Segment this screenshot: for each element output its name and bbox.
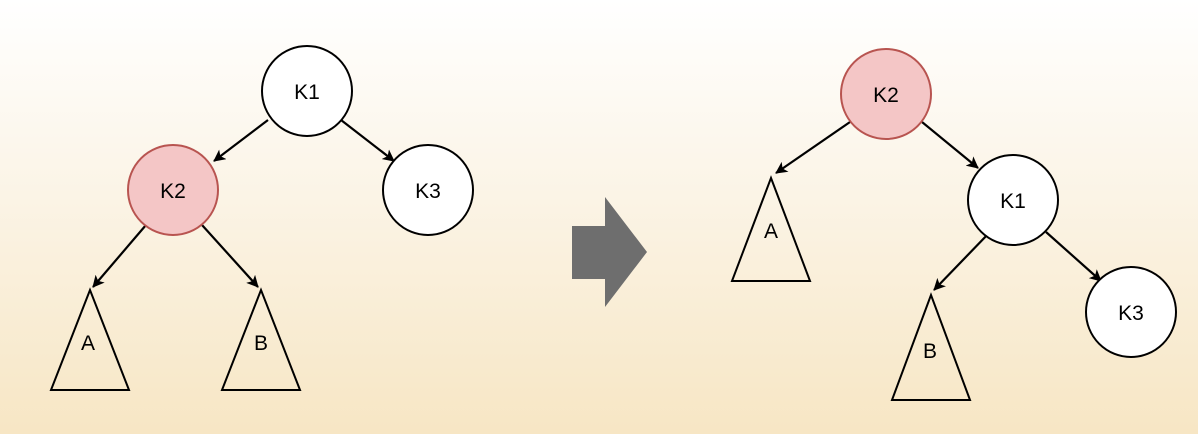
before-node-k3: K3 bbox=[382, 144, 474, 236]
after-edge-k2-k1 bbox=[921, 121, 979, 169]
before-node-k3-label: K3 bbox=[415, 180, 441, 203]
after-edge-k2-a bbox=[775, 121, 851, 174]
before-node-k1: K1 bbox=[261, 45, 353, 137]
after-node-k1: K1 bbox=[967, 154, 1059, 246]
after-node-k3-label: K3 bbox=[1118, 302, 1144, 325]
after-subtree-a: A bbox=[730, 175, 812, 282]
before-node-k2-label: K2 bbox=[160, 180, 186, 203]
after-subtree-b-label: B bbox=[923, 340, 937, 363]
before-edge-k1-k2 bbox=[213, 119, 269, 162]
after-node-k1-label: K1 bbox=[1000, 190, 1026, 213]
after-subtree-a-label: A bbox=[764, 220, 778, 243]
right-arrow-icon bbox=[572, 197, 647, 307]
before-tree: K1 K2 K3 A B bbox=[49, 45, 474, 391]
after-subtree-b: B bbox=[890, 292, 972, 401]
before-subtree-a-label: A bbox=[81, 332, 95, 355]
before-node-k1-label: K1 bbox=[294, 81, 320, 104]
before-node-k2: K2 bbox=[127, 144, 219, 236]
before-subtree-b-label: B bbox=[254, 332, 268, 355]
after-edge-k1-b bbox=[933, 231, 991, 291]
before-edge-k2-a bbox=[92, 224, 147, 288]
after-node-k2: K2 bbox=[840, 48, 932, 140]
before-edge-k2-b bbox=[201, 224, 259, 288]
before-edge-k1-k3 bbox=[340, 119, 395, 162]
after-tree: K2 K1 K3 A B bbox=[730, 48, 1177, 401]
before-subtree-a: A bbox=[49, 287, 131, 391]
after-node-k2-label: K2 bbox=[873, 84, 899, 107]
after-edge-k1-k3 bbox=[1045, 231, 1102, 282]
after-node-k3: K3 bbox=[1085, 266, 1177, 358]
before-subtree-b: B bbox=[220, 287, 302, 391]
